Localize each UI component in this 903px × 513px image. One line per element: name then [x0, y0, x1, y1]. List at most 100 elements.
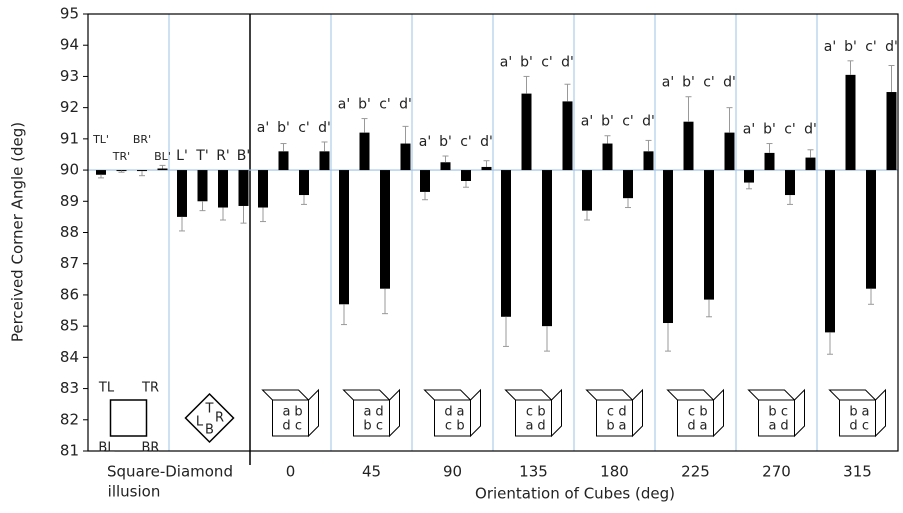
bar — [96, 170, 106, 175]
bar — [744, 170, 754, 182]
bar-label: BL' — [154, 150, 171, 163]
icon-label: a — [283, 405, 291, 420]
bar-label: c' — [298, 120, 310, 136]
x-axis-title: Orientation of Cubes (deg) — [475, 485, 675, 503]
bar — [239, 170, 249, 206]
bar — [846, 75, 856, 170]
bar — [563, 101, 573, 170]
group-label: 225 — [681, 463, 710, 481]
icon-label: d — [618, 405, 626, 420]
icon-label: R — [215, 411, 224, 426]
bar — [198, 170, 208, 201]
icon-cube — [506, 390, 562, 436]
icon-label: a — [619, 419, 627, 434]
bar-label: B' — [237, 148, 250, 164]
bar-label: BR' — [133, 133, 151, 146]
icon-label: BL — [98, 441, 115, 456]
icon-label: d — [537, 419, 545, 434]
bar-label: d' — [561, 54, 574, 70]
bar-label: b' — [844, 39, 857, 55]
bar-label: a' — [500, 54, 512, 70]
bar — [887, 92, 897, 170]
bar-label: T' — [195, 148, 208, 164]
icon-label: a — [526, 419, 534, 434]
bar — [644, 151, 654, 170]
bar — [785, 170, 795, 195]
bar — [603, 144, 613, 171]
bar-label: d' — [804, 122, 817, 138]
bar — [765, 153, 775, 170]
bar — [177, 170, 187, 217]
icon-cube-face — [516, 400, 552, 436]
icon-label: b — [606, 419, 614, 434]
bar — [482, 167, 492, 170]
bar-label: d' — [642, 114, 655, 130]
bar — [866, 170, 876, 289]
bar — [663, 170, 673, 323]
y-tick-label: 83 — [60, 379, 79, 397]
bar-label: b' — [520, 54, 533, 70]
y-tick-label: 88 — [60, 223, 79, 241]
bar — [158, 169, 168, 171]
icon-label: c — [376, 419, 383, 434]
icon-label: b — [363, 419, 371, 434]
bar — [501, 170, 511, 317]
bar-label: c' — [865, 39, 877, 55]
icon-label: a — [862, 405, 870, 420]
bar-label: a' — [257, 120, 269, 136]
bar — [623, 170, 633, 198]
bar — [299, 170, 309, 195]
bar — [339, 170, 349, 304]
y-axis-title: Perceived Corner Angle (deg) — [9, 122, 27, 342]
bar — [420, 170, 430, 192]
icon-square — [111, 400, 147, 436]
icon-label: c — [781, 405, 788, 420]
bar-label: a' — [824, 39, 836, 55]
icon-label: TR — [141, 381, 159, 396]
icon-label: d — [444, 405, 452, 420]
bar-label: b' — [682, 75, 695, 91]
group-label: Square-Diamond — [107, 463, 233, 481]
icon-label: b — [699, 405, 707, 420]
bar-label: a' — [662, 75, 674, 91]
icon-label: c — [607, 405, 614, 420]
bar — [218, 170, 228, 207]
group-label: 180 — [600, 463, 629, 481]
icon-label: b — [456, 419, 464, 434]
icon-label: b — [537, 405, 545, 420]
group-label: 135 — [519, 463, 548, 481]
bar — [684, 122, 694, 170]
bar-label: c' — [703, 75, 715, 91]
bar — [320, 151, 330, 170]
icon-label: a — [457, 405, 465, 420]
bar — [522, 94, 532, 170]
bar — [441, 162, 451, 170]
icon-label: b — [768, 405, 776, 420]
icon-label: TL — [98, 381, 115, 396]
icon-label: L — [196, 415, 204, 430]
y-tick-label: 85 — [60, 317, 79, 335]
icon-label: a — [364, 405, 372, 420]
icon-label: b — [849, 405, 857, 420]
bar-label: R' — [216, 148, 230, 164]
y-tick-label: 82 — [60, 410, 79, 428]
bar-label: d' — [399, 97, 412, 113]
y-tick-label: 91 — [60, 129, 79, 147]
icon-label: c — [688, 405, 695, 420]
bar-label: d' — [723, 75, 736, 91]
y-tick-label: 89 — [60, 192, 79, 210]
y-tick-label: 90 — [60, 161, 79, 179]
bar — [137, 170, 147, 171]
bar — [258, 170, 268, 207]
icon-label: d — [687, 419, 695, 434]
bar-label: a' — [581, 114, 593, 130]
bar-label: c' — [622, 114, 634, 130]
y-tick-label: 92 — [60, 98, 79, 116]
bar-label: d' — [480, 134, 493, 150]
bar — [461, 170, 471, 181]
icon-label: a — [700, 419, 708, 434]
bar-label: a' — [338, 97, 350, 113]
y-tick-label: 87 — [60, 254, 79, 272]
icon-label: c — [862, 419, 869, 434]
bar — [825, 170, 835, 332]
